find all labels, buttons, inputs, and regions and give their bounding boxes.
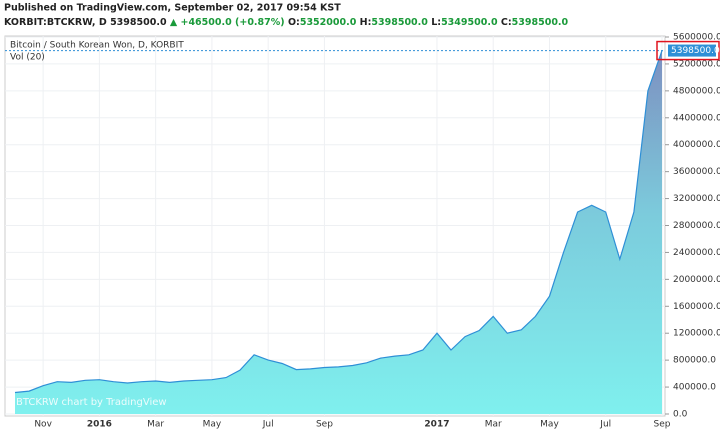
y-tick-label: 4400000.0: [673, 113, 720, 123]
ohlc-key: O:: [288, 17, 300, 28]
watermark: BTCKRW chart by TradingView: [16, 397, 167, 408]
change: ▲ +46500.0 (+0.87%): [170, 17, 285, 28]
ohlc-value: 5398500.0: [371, 17, 428, 28]
x-tick-label: Sep: [654, 420, 671, 430]
price: 5398500.0: [110, 17, 167, 28]
ohlc-key: H:: [360, 17, 372, 28]
legend-entry: Bitcoin / South Korean Won, D, KORBIT: [10, 41, 184, 51]
symbol: KORBIT:BTCKRW, D: [4, 17, 107, 28]
ohlc-value: 5352000.0: [300, 17, 357, 28]
x-tick-label: 2016: [87, 420, 112, 430]
y-tick-label: 0.0: [673, 410, 688, 420]
ohlc-key: L:: [431, 17, 441, 28]
symbol-line: KORBIT:BTCKRW, D 5398500.0 ▲ +46500.0 (+…: [4, 17, 569, 28]
highlight-box: [656, 40, 720, 61]
x-tick-label: May: [540, 420, 559, 430]
x-tick-label: Mar: [485, 420, 502, 430]
ohlc-value: 5398500.0: [512, 17, 569, 28]
y-tick-label: 4000000.0: [673, 140, 720, 150]
x-tick-label: Nov: [34, 420, 52, 430]
volume-label: Vol (20): [10, 53, 45, 63]
x-tick-label: May: [203, 420, 222, 430]
y-tick-label: 5200000.0: [673, 59, 720, 69]
plot: [5, 36, 665, 416]
y-tick-label: 2400000.0: [673, 248, 720, 258]
y-tick-label: 1200000.0: [673, 329, 720, 339]
x-tick-label: Sep: [316, 420, 333, 430]
last-price-box: [668, 44, 716, 57]
price-line: [14, 50, 663, 394]
x-tick-label: Mar: [147, 420, 164, 430]
y-tick-label: 3600000.0: [673, 167, 720, 177]
y-tick-label: 800000.0: [673, 356, 716, 366]
y-tick-label: 4800000.0: [673, 86, 720, 96]
ohlc-value: 5349500.0: [441, 17, 498, 28]
y-tick-label: 400000.0: [673, 383, 716, 393]
symbol-info: KORBIT:BTCKRW, D 5398500.0 ▲ +46500.0 (+…: [4, 17, 569, 28]
y-tick-label: 2800000.0: [673, 221, 720, 231]
area-fill: [15, 50, 662, 414]
x-tick-label: Jul: [262, 420, 274, 430]
x-tick-label: 2017: [424, 420, 449, 430]
ohlc-key: C:: [501, 17, 512, 28]
y-tick-label: 2000000.0: [673, 275, 720, 285]
y-tick-label: 1600000.0: [673, 302, 720, 312]
x-tick-label: Jul: [599, 420, 611, 430]
y-tick-label: 5600000.0: [673, 33, 720, 43]
published-note: Published on TradingView.com, September …: [4, 3, 341, 14]
last-price-label: 5398500.0: [671, 46, 720, 56]
y-tick-label: 3200000.0: [673, 194, 720, 204]
